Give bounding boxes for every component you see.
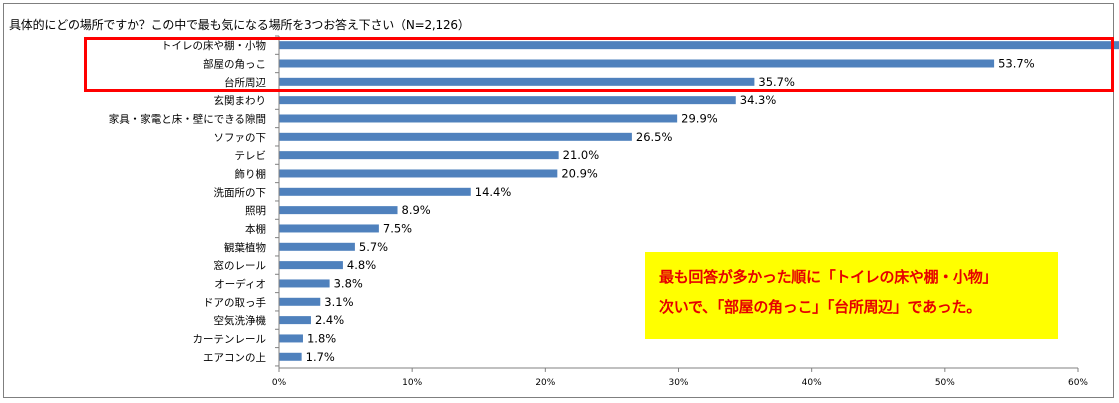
bar-value-label: 26.5%	[636, 130, 673, 144]
category-label: 観葉植物	[224, 241, 266, 254]
bar	[279, 132, 632, 141]
chart-title: 具体的にどの場所ですか？この中で最も気になる場所を3つお答え下さい（N=2,12…	[9, 18, 470, 32]
bar	[279, 316, 311, 325]
category-label: 玄関まわり	[214, 94, 267, 107]
bars-group: 69.0%53.7%35.7%34.3%29.9%26.5%21.0%20.9%…	[279, 41, 1119, 364]
bar	[279, 224, 379, 233]
top-three-highlight-box	[84, 37, 1114, 92]
bar	[279, 59, 995, 68]
category-label: カーテンレール	[193, 333, 267, 345]
bar-value-label: 7.5%	[383, 221, 412, 235]
bar-value-label: 14.4%	[475, 185, 512, 199]
bar-value-label: 29.9%	[681, 111, 718, 125]
category-label: 空気洗浄機	[214, 314, 267, 327]
bar-value-label: 1.7%	[306, 350, 335, 364]
category-label: 部屋の角っこ	[203, 57, 266, 70]
x-tick-label: 50%	[935, 378, 955, 388]
category-label: エアコンの上	[203, 352, 266, 364]
x-tick-label: 30%	[668, 378, 688, 388]
bar-value-label: 3.1%	[324, 295, 353, 309]
category-label: 照明	[245, 205, 266, 217]
category-label: 家具・家電と床・壁にできる隙間	[109, 112, 266, 125]
axes-group: トイレの床や棚・小物部屋の角っこ台所周辺玄関まわり家具・家電と床・壁にできる隙間…	[109, 35, 1088, 388]
bar-value-label: 20.9%	[561, 166, 598, 180]
bar-value-label: 35.7%	[758, 75, 795, 89]
category-label: ソファの下	[214, 132, 267, 144]
bar-value-label: 5.7%	[359, 240, 388, 254]
bar	[279, 261, 343, 270]
bar	[279, 279, 330, 288]
bar	[279, 169, 558, 178]
category-label: 洗面所の下	[214, 187, 267, 199]
bar-value-label: 8.9%	[402, 203, 431, 217]
bar	[279, 77, 755, 86]
bar	[279, 187, 471, 196]
category-label: ドアの取っ手	[203, 296, 266, 309]
bar	[279, 297, 321, 306]
x-tick-label: 10%	[402, 378, 422, 388]
x-tick-label: 60%	[1068, 378, 1088, 388]
bar	[279, 352, 302, 361]
bar-value-label: 4.8%	[347, 258, 376, 272]
bar	[279, 206, 398, 215]
category-label: オーディオ	[214, 277, 266, 290]
category-label: 本棚	[245, 222, 266, 235]
summary-callout: 最も回答が多かった順に「トイレの床や棚・小物」 次いで、「部屋の角っこ」「台所周…	[645, 252, 1058, 339]
x-tick-label: 20%	[535, 378, 555, 388]
x-tick-label: 40%	[802, 378, 822, 388]
category-label: テレビ	[235, 150, 267, 162]
bar	[279, 242, 355, 251]
category-label: 窓のレール	[214, 259, 267, 272]
bar-value-label: 1.8%	[307, 331, 336, 345]
callout-line-2: 次いで、「部屋の角っこ」「台所周辺」であった。	[659, 298, 981, 316]
callout-line-1: 最も回答が多かった順に「トイレの床や棚・小物」	[659, 268, 998, 286]
category-label: トイレの床や棚・小物	[161, 39, 266, 52]
bar	[279, 114, 678, 123]
bar-value-label: 53.7%	[998, 56, 1035, 70]
category-label: 飾り棚	[235, 167, 267, 180]
bar	[279, 41, 1119, 50]
bar-value-label: 2.4%	[315, 313, 344, 327]
bar-value-label: 34.3%	[740, 93, 777, 107]
bar	[279, 151, 559, 160]
bar	[279, 334, 303, 343]
bar-value-label: 3.8%	[334, 276, 363, 290]
bar-value-label: 21.0%	[563, 148, 600, 162]
category-label: 台所周辺	[224, 76, 266, 89]
x-tick-label: 0%	[272, 378, 287, 388]
bar	[279, 96, 736, 105]
